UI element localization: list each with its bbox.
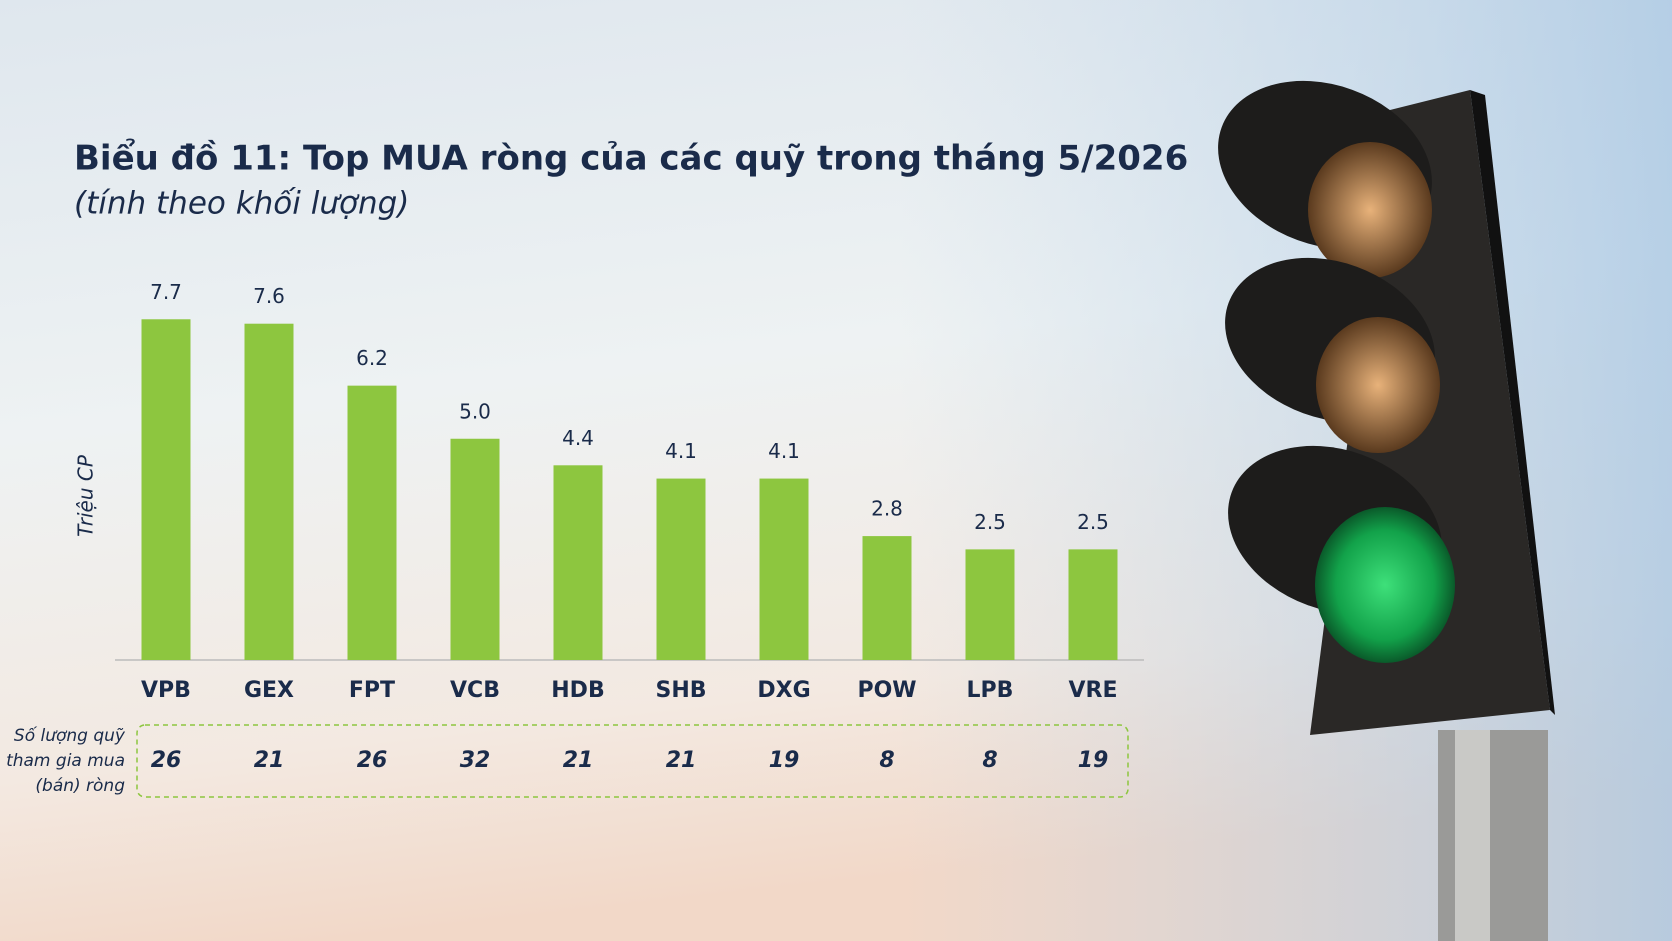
fund-count: 19	[1078, 748, 1109, 773]
bar	[1068, 549, 1118, 660]
value-label: 5.0	[459, 399, 491, 423]
fund-count-label: Số lượng quỹ	[14, 725, 126, 746]
value-label: 2.5	[974, 510, 1006, 534]
bar	[965, 549, 1015, 660]
chart-subtitle: (tính theo khối lượng)	[74, 186, 409, 222]
value-label: 4.4	[562, 426, 594, 450]
fund-count: 26	[151, 748, 182, 773]
value-label: 2.8	[871, 497, 903, 521]
fund-count: 26	[357, 748, 388, 773]
x-tick-label: DXG	[757, 678, 810, 703]
fund-count: 21	[254, 748, 285, 773]
x-tick-label: FPT	[349, 678, 395, 703]
bar	[450, 438, 500, 660]
bar	[347, 385, 397, 660]
fund-count-box	[136, 724, 1129, 798]
x-tick-label: HDB	[551, 678, 604, 703]
fund-count-label: (bán) ròng	[35, 776, 125, 796]
x-tick-label: SHB	[655, 678, 706, 703]
x-tick-label: VPB	[141, 678, 191, 703]
value-label: 6.2	[356, 346, 388, 370]
fund-count: 8	[879, 748, 894, 773]
value-label: 4.1	[768, 439, 800, 463]
x-tick-label: LPB	[967, 678, 1014, 703]
fund-count: 19	[769, 748, 800, 773]
y-axis-label: Triệu CP	[74, 454, 98, 537]
value-label: 7.6	[253, 284, 285, 308]
traffic-light	[1218, 80, 1555, 941]
x-tick-label: GEX	[244, 678, 294, 703]
value-label: 2.5	[1077, 510, 1109, 534]
bar	[244, 323, 294, 660]
bar	[553, 465, 603, 660]
fund-count-label: tham gia mua	[6, 751, 125, 771]
fund-count: 32	[460, 748, 491, 773]
fund-count: 21	[563, 748, 594, 773]
value-label: 7.7	[150, 280, 182, 304]
fund-count: 8	[982, 748, 997, 773]
x-tick-label: VRE	[1069, 678, 1118, 703]
bar	[862, 536, 912, 660]
chart-title: Biểu đồ 11: Top MUA ròng của các quỹ tro…	[74, 138, 1188, 179]
bar	[141, 319, 191, 660]
bar	[759, 478, 809, 660]
fund-count: 21	[666, 748, 697, 773]
x-tick-label: VCB	[450, 678, 500, 703]
x-tick-label: POW	[857, 678, 916, 703]
value-label: 4.1	[665, 439, 697, 463]
bar	[656, 478, 706, 660]
